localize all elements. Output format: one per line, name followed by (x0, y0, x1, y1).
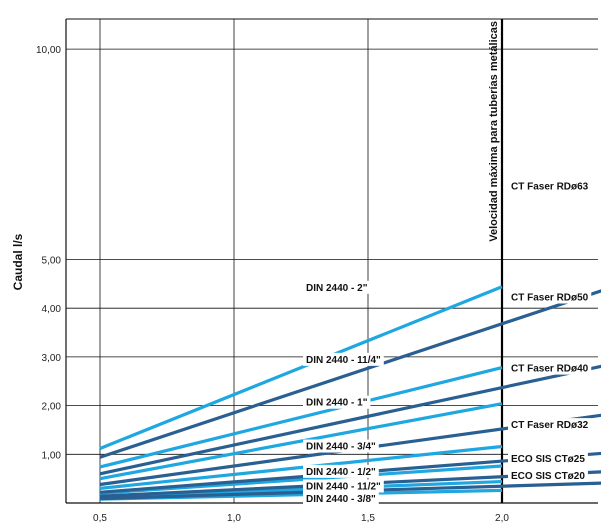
y-tick-label: 3,00 (42, 353, 62, 364)
series-line (99, 289, 601, 459)
series-lines (99, 285, 601, 501)
x-tick-label: 0,5 (93, 513, 107, 524)
series-label: DIN 2440 - 2" (306, 283, 368, 294)
y-tick-label: 1,00 (42, 450, 62, 461)
series-line (99, 451, 601, 494)
series-line (99, 444, 503, 490)
series-line (99, 464, 503, 495)
velocity-markers: Velocidad máxima para tuberías metálicas… (488, 19, 504, 503)
series-line (99, 364, 601, 476)
series-label: DIN 2440 - 11/4" (306, 355, 381, 366)
series-label: DIN 2440 - 1" (306, 398, 368, 409)
series-label-bg (303, 479, 384, 493)
series-line (99, 481, 601, 501)
velocity-marker-label: Velocidad máxima para tuberías metálicas (488, 21, 500, 242)
series-label-bg (303, 395, 371, 409)
series-label-bg (508, 179, 592, 193)
y-tick-label: 2,00 (42, 402, 62, 413)
series-label-bg (303, 464, 379, 478)
series-label-bg (508, 418, 592, 432)
series-line (99, 366, 503, 469)
series-label: DIN 2440 - 1/2" (306, 467, 376, 478)
y-tick-label: 5,00 (42, 256, 62, 267)
series-label-bg (303, 352, 384, 366)
y-tick-label: 4,00 (42, 304, 62, 315)
series-label: DIN 2440 - 3/8" (306, 494, 376, 505)
series-label: CT Faser RDø63 (511, 181, 589, 192)
series-label-bg (508, 361, 592, 375)
x-tick-label: 1,0 (227, 513, 241, 524)
y-tick-label: 10,00 (36, 45, 61, 56)
series-label-bg (303, 439, 379, 453)
series-label: CT Faser RDø32 (511, 420, 589, 431)
x-tick-label: 2,0 (495, 513, 509, 524)
series-label: DIN 2440 - 11/2" (306, 481, 381, 492)
series-labels: DIN 2440 - 2" DIN 2440 - 11/4" DIN 2440 - … (303, 179, 592, 506)
series-label: ECO SIS CTø25 (511, 454, 585, 465)
series-label: CT Faser RDø50 (511, 293, 589, 304)
series-label: CT Faser RDø40 (511, 364, 589, 375)
series-line (99, 479, 503, 499)
series-label-bg (508, 452, 588, 466)
series-label: DIN 2440 - 3/4" (306, 442, 376, 453)
series-line (99, 285, 503, 450)
series-label: ECO SIS CTø20 (511, 471, 585, 482)
y-axis-label: Caudal l/s (11, 233, 25, 290)
series-label-bg (508, 468, 588, 482)
series-label-bg (508, 290, 592, 304)
series-line (99, 402, 503, 481)
series-line (99, 470, 601, 498)
series-line (99, 413, 601, 487)
x-tick-label: 1,5 (361, 513, 375, 524)
series-label-bg (303, 492, 379, 506)
series-label-bg (303, 280, 371, 294)
